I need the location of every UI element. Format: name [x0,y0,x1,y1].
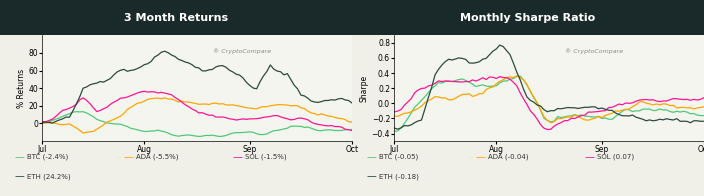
Text: —: — [366,152,376,162]
Text: —: — [366,171,376,181]
Text: BTC (-2.4%): BTC (-2.4%) [27,153,68,160]
Text: ADA (-5.5%): ADA (-5.5%) [136,153,178,160]
Text: SOL (0.07): SOL (0.07) [597,153,634,160]
Y-axis label: Sharpe: Sharpe [360,75,369,102]
Text: —: — [584,152,594,162]
Text: —: — [232,152,242,162]
Text: —: — [14,171,24,181]
Text: —: — [123,152,133,162]
Text: ADA (-0.04): ADA (-0.04) [488,153,529,160]
Text: BTC (-0.05): BTC (-0.05) [379,153,418,160]
Text: ETH (-0.18): ETH (-0.18) [379,173,419,180]
Text: —: — [14,152,24,162]
Text: 3 Month Returns: 3 Month Returns [124,13,228,23]
Text: ETH (24.2%): ETH (24.2%) [27,173,70,180]
Text: Monthly Sharpe Ratio: Monthly Sharpe Ratio [460,13,596,23]
Y-axis label: % Returns: % Returns [17,69,25,108]
Text: —: — [475,152,485,162]
Text: ® CryptoCompare: ® CryptoCompare [565,48,623,54]
Text: SOL (-1.5%): SOL (-1.5%) [245,153,287,160]
Text: ® CryptoCompare: ® CryptoCompare [213,48,271,54]
